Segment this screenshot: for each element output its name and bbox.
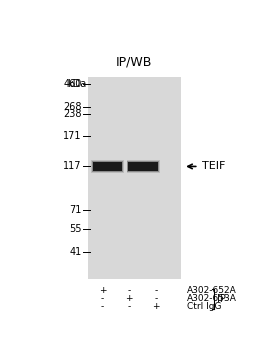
Text: IP/WB: IP/WB — [116, 55, 152, 68]
Bar — [127, 160, 159, 173]
Bar — [91, 160, 124, 173]
Text: -: - — [127, 302, 131, 311]
Bar — [128, 162, 158, 171]
Text: -: - — [127, 286, 131, 296]
Bar — [92, 161, 123, 172]
Text: -: - — [101, 302, 104, 311]
Bar — [127, 161, 159, 172]
Text: +: + — [99, 286, 106, 296]
Text: +: + — [152, 302, 160, 311]
Text: 460: 460 — [63, 79, 82, 89]
Text: kDa: kDa — [67, 79, 87, 89]
Text: 71: 71 — [69, 205, 82, 215]
Text: -: - — [154, 294, 158, 303]
Text: A302-653A: A302-653A — [187, 294, 237, 303]
Text: 238: 238 — [63, 109, 82, 119]
Text: IP: IP — [217, 294, 226, 304]
Text: 117: 117 — [63, 162, 82, 171]
Text: -: - — [154, 286, 158, 296]
Text: 171: 171 — [63, 131, 82, 141]
Bar — [92, 162, 122, 171]
Text: 55: 55 — [69, 224, 82, 234]
Text: -: - — [101, 294, 104, 303]
Text: +: + — [125, 294, 133, 303]
Text: TEIF: TEIF — [202, 162, 225, 171]
Bar — [88, 77, 181, 279]
Text: 41: 41 — [69, 247, 82, 257]
Text: A302-652A: A302-652A — [187, 286, 237, 296]
Text: Ctrl IgG: Ctrl IgG — [187, 302, 221, 311]
Text: 268: 268 — [63, 102, 82, 112]
